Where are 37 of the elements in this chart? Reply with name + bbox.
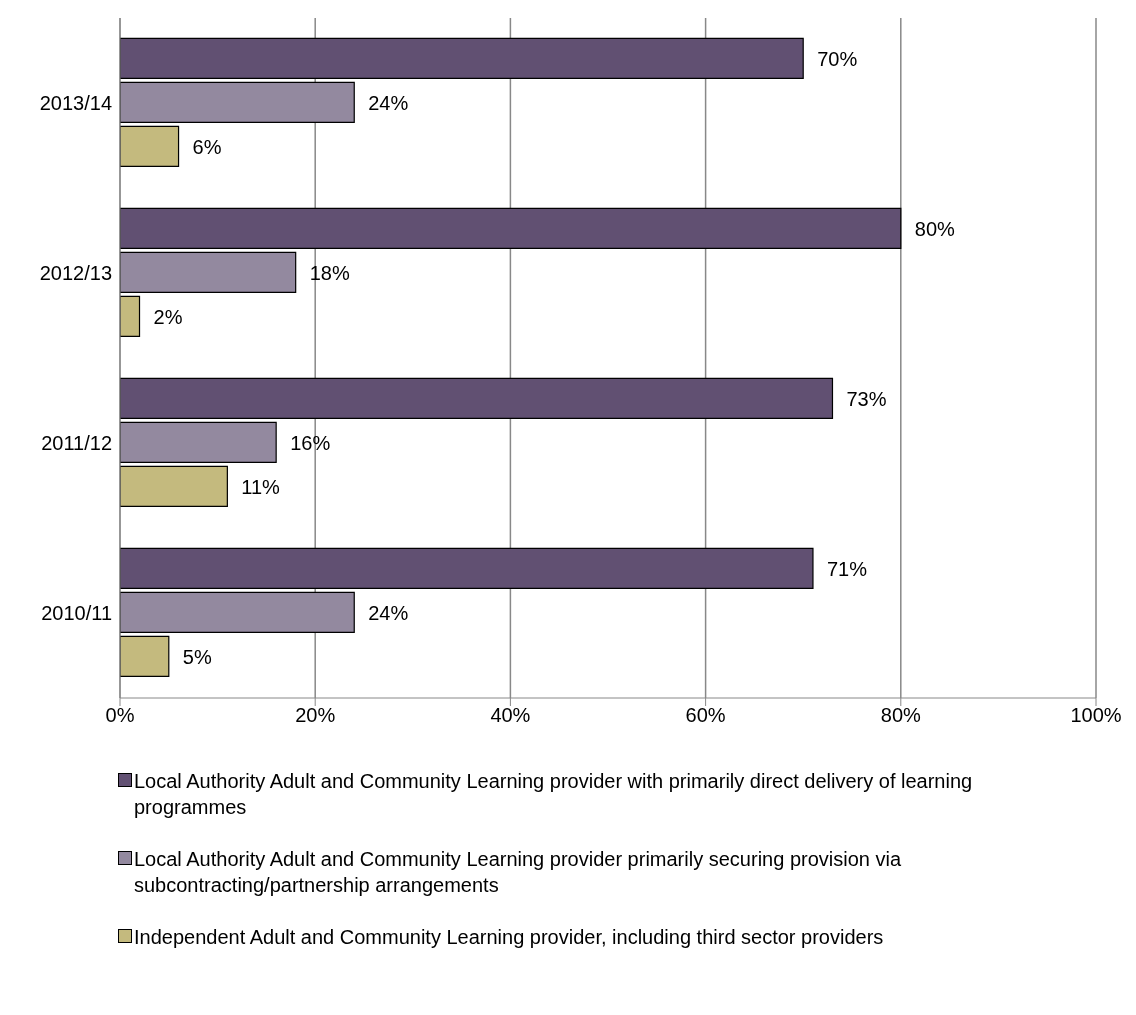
x-tick-label: 20% [295, 704, 336, 727]
legend-label: Local Authority Adult and Community Learning provider with primarily direct delivery of learning programmes [134, 769, 974, 820]
x-tick-label: 100% [1070, 704, 1122, 727]
bar [120, 465, 228, 507]
y-tick-label: 2010/11 [41, 602, 112, 625]
bar [120, 37, 804, 79]
data-label: 2% [153, 305, 183, 328]
bar [120, 421, 277, 463]
x-tick-label: 0% [105, 704, 135, 727]
bar [120, 81, 355, 123]
data-label: 6% [192, 135, 222, 158]
bar [120, 377, 834, 419]
data-label: 11% [241, 475, 281, 498]
bar [120, 295, 141, 337]
data-label: 71% [826, 557, 868, 580]
x-tick-label: 60% [685, 704, 726, 727]
data-label: 18% [309, 261, 350, 284]
data-label: 5% [182, 645, 212, 668]
data-label: 24% [368, 91, 409, 114]
data-label: 73% [846, 387, 887, 410]
data-label: 80% [914, 217, 956, 240]
x-tick-label: 40% [490, 704, 531, 727]
data-label: 24% [368, 601, 409, 624]
y-tick-label: 2013/14 [39, 92, 112, 115]
data-label: 70% [817, 47, 858, 70]
bar [120, 251, 297, 293]
legend-label: Local Authority Adult and Community Learning provider primarily securing provision via subcontracting/partnership arrangements [134, 847, 903, 898]
y-tick-label: 2011/12 [41, 432, 112, 455]
bar [120, 547, 814, 589]
x-tick-label: 80% [880, 704, 922, 727]
data-label: 16% [290, 431, 331, 454]
bar [120, 207, 902, 249]
bar [120, 591, 355, 633]
bar [120, 125, 180, 167]
bar [120, 635, 170, 677]
legend-label: Independent Adult and Community Learning provider, including third sector providers [134, 925, 884, 950]
y-tick-label: 2012/13 [39, 262, 112, 285]
